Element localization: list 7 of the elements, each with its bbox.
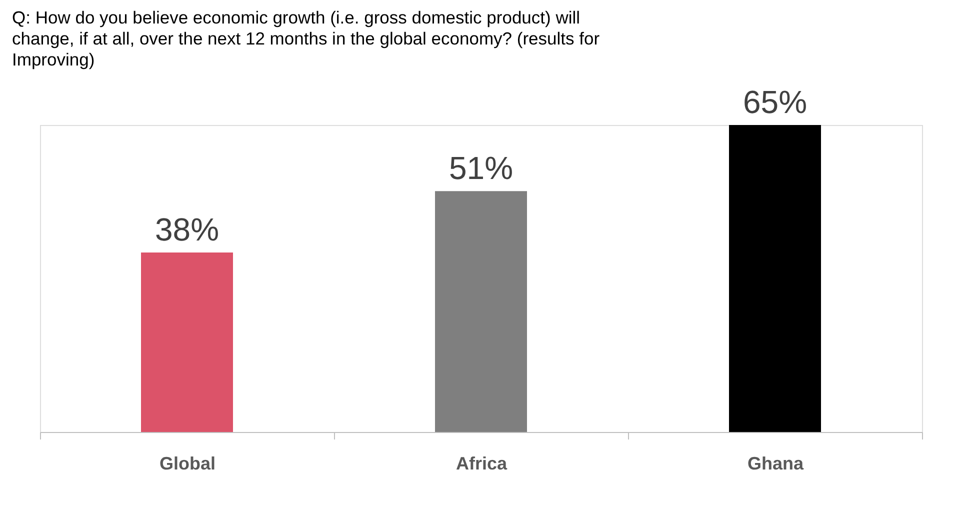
data-label: 38% — [154, 212, 220, 248]
x-tick-label: Africa — [456, 454, 508, 474]
x-tick-label: Global — [159, 454, 216, 474]
data-label: 65% — [742, 84, 808, 120]
data-label: 51% — [448, 150, 514, 186]
x-tick-label: Ghana — [747, 454, 804, 474]
chart-title: Q: How do you believe economic growth (i.e. gross domestic product) will change, if at all, over the next 12 months in the global economy? (results for Improving) — [12, 8, 600, 70]
